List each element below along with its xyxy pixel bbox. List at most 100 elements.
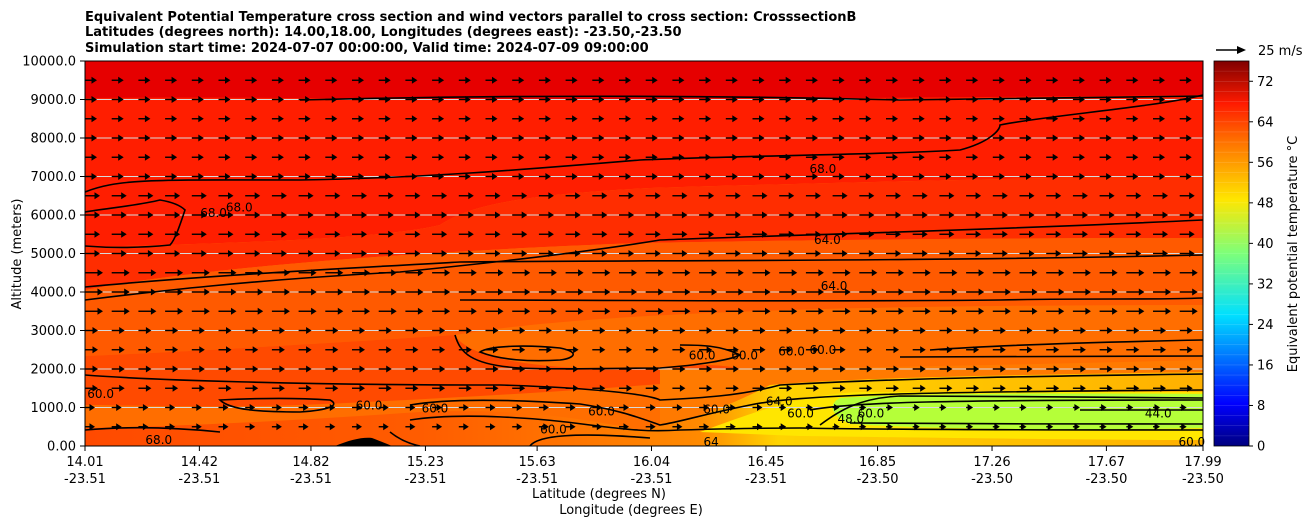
wind-arrow-head (625, 115, 631, 123)
contour-60-low2 (409, 389, 1203, 426)
wind-arrow-head (466, 346, 472, 354)
wind-arrow-head (706, 384, 713, 392)
wind-arrow-head (172, 327, 179, 334)
wind-arrow-head (839, 96, 845, 103)
wind-arrow-head (762, 211, 768, 219)
wind-arrow-head (945, 76, 952, 84)
wind-arrow-head (279, 384, 285, 392)
wind-arrow-head (919, 96, 925, 103)
wind-arrow-head (759, 96, 765, 103)
wind-arrow-head (658, 269, 664, 277)
wind-arrow-head (201, 192, 207, 200)
wind-arrow-head (733, 327, 739, 334)
wind-arrow-head (967, 404, 974, 411)
wind-arrow-head (436, 404, 443, 411)
wind-arrow-head (359, 327, 365, 334)
wind-arrow-head (893, 384, 899, 392)
wind-arrow-head (1079, 96, 1085, 103)
wind-arrow-head (359, 346, 365, 354)
wind-arrow-head (331, 153, 338, 161)
wind-arrow-head (91, 134, 97, 142)
wind-arrow-head (171, 173, 178, 180)
wind-arrow-head (679, 384, 686, 392)
wind-arrow-head (385, 96, 391, 103)
wind-arrow-head (231, 288, 237, 296)
wind-arrow-head (174, 211, 181, 219)
wind-arrow-head (892, 115, 898, 123)
wind-arrow-head (735, 192, 741, 200)
wind-arrow-head (493, 384, 499, 392)
wind-arrow-head (284, 269, 290, 277)
wind-arrow-head (1058, 269, 1065, 277)
wind-arrow-head (279, 365, 285, 373)
wind-arrow-head (785, 115, 792, 123)
wind-arrow-head (655, 250, 661, 257)
colorbar-tick-label: 56 (1257, 156, 1274, 171)
wind-arrow-head (1112, 269, 1118, 277)
wind-arrow-head (199, 384, 205, 392)
wind-arrow-head (1106, 153, 1112, 161)
wind-arrow-head (409, 404, 416, 411)
wind-arrow-head (305, 134, 311, 142)
wind-arrow-head (225, 96, 231, 103)
wind-arrow-head (601, 211, 608, 219)
wind-arrow-head (892, 76, 898, 84)
wind-arrow-head (658, 307, 664, 315)
wind-arrow-head (254, 211, 261, 219)
wind-arrow-head (1021, 423, 1027, 431)
wind-arrow-head (465, 115, 471, 123)
wind-arrow-head (493, 346, 499, 354)
wind-arrow-head (598, 134, 605, 142)
wind-arrow-head (679, 365, 686, 373)
wind-arrow-head (196, 404, 202, 411)
wind-arrow-head (118, 115, 124, 123)
wind-arrow-head (653, 327, 659, 334)
wind-arrow-head (225, 134, 231, 142)
wind-arrow-head (329, 404, 336, 411)
wind-arrow-head (1162, 250, 1168, 257)
wind-arrow-head (812, 96, 818, 103)
wind-arrow-head (1109, 192, 1115, 200)
wind-arrow-head (1053, 384, 1060, 392)
wind-arrow-head (1135, 250, 1142, 257)
wind-arrow-head (119, 365, 125, 373)
wind-arrow-head (1082, 192, 1088, 200)
wind-arrow-head (226, 327, 232, 334)
wind-arrow-head (860, 404, 867, 411)
wind-arrow-head (788, 192, 795, 200)
wind-arrow-head (1002, 250, 1008, 257)
x-tick-label-lat: 17.26 (973, 455, 1010, 470)
wind-arrow-head (812, 173, 818, 180)
wind-arrow-head (228, 192, 234, 200)
wind-arrow-head (463, 404, 469, 411)
wind-arrow-head (678, 153, 685, 161)
wind-arrow-head (625, 96, 631, 103)
wind-arrow-head (1192, 307, 1198, 315)
wind-arrow-head (994, 404, 1000, 411)
wind-arrow-head (788, 250, 795, 257)
y-tick-label: 7000.0 (31, 170, 77, 185)
wind-arrow-head (865, 115, 872, 123)
wind-arrow-head (626, 327, 632, 334)
wind-arrow-head (598, 173, 605, 180)
wind-arrow-head (356, 423, 362, 431)
wind-arrow-head (278, 153, 284, 161)
wind-arrow-head (868, 230, 875, 238)
wind-arrow-head (1080, 384, 1086, 392)
wind-arrow-head (575, 211, 581, 219)
wind-arrow-head (1160, 365, 1166, 373)
wind-arrow-head (1186, 76, 1192, 84)
wind-arrow-head (708, 230, 715, 238)
wind-arrow-head (409, 423, 416, 431)
wind-arrow-head (1107, 365, 1113, 373)
wind-arrow-head (1132, 173, 1139, 180)
contour-label: 64.0 (814, 233, 841, 247)
wind-arrow-head (1026, 153, 1032, 161)
wind-arrow-head (786, 384, 793, 392)
wind-arrow-head (334, 230, 341, 238)
wind-arrow-head (412, 346, 419, 354)
wind-arrow-head (386, 384, 392, 392)
wind-arrow-head (1085, 269, 1091, 277)
wind-arrow-head (759, 173, 765, 180)
